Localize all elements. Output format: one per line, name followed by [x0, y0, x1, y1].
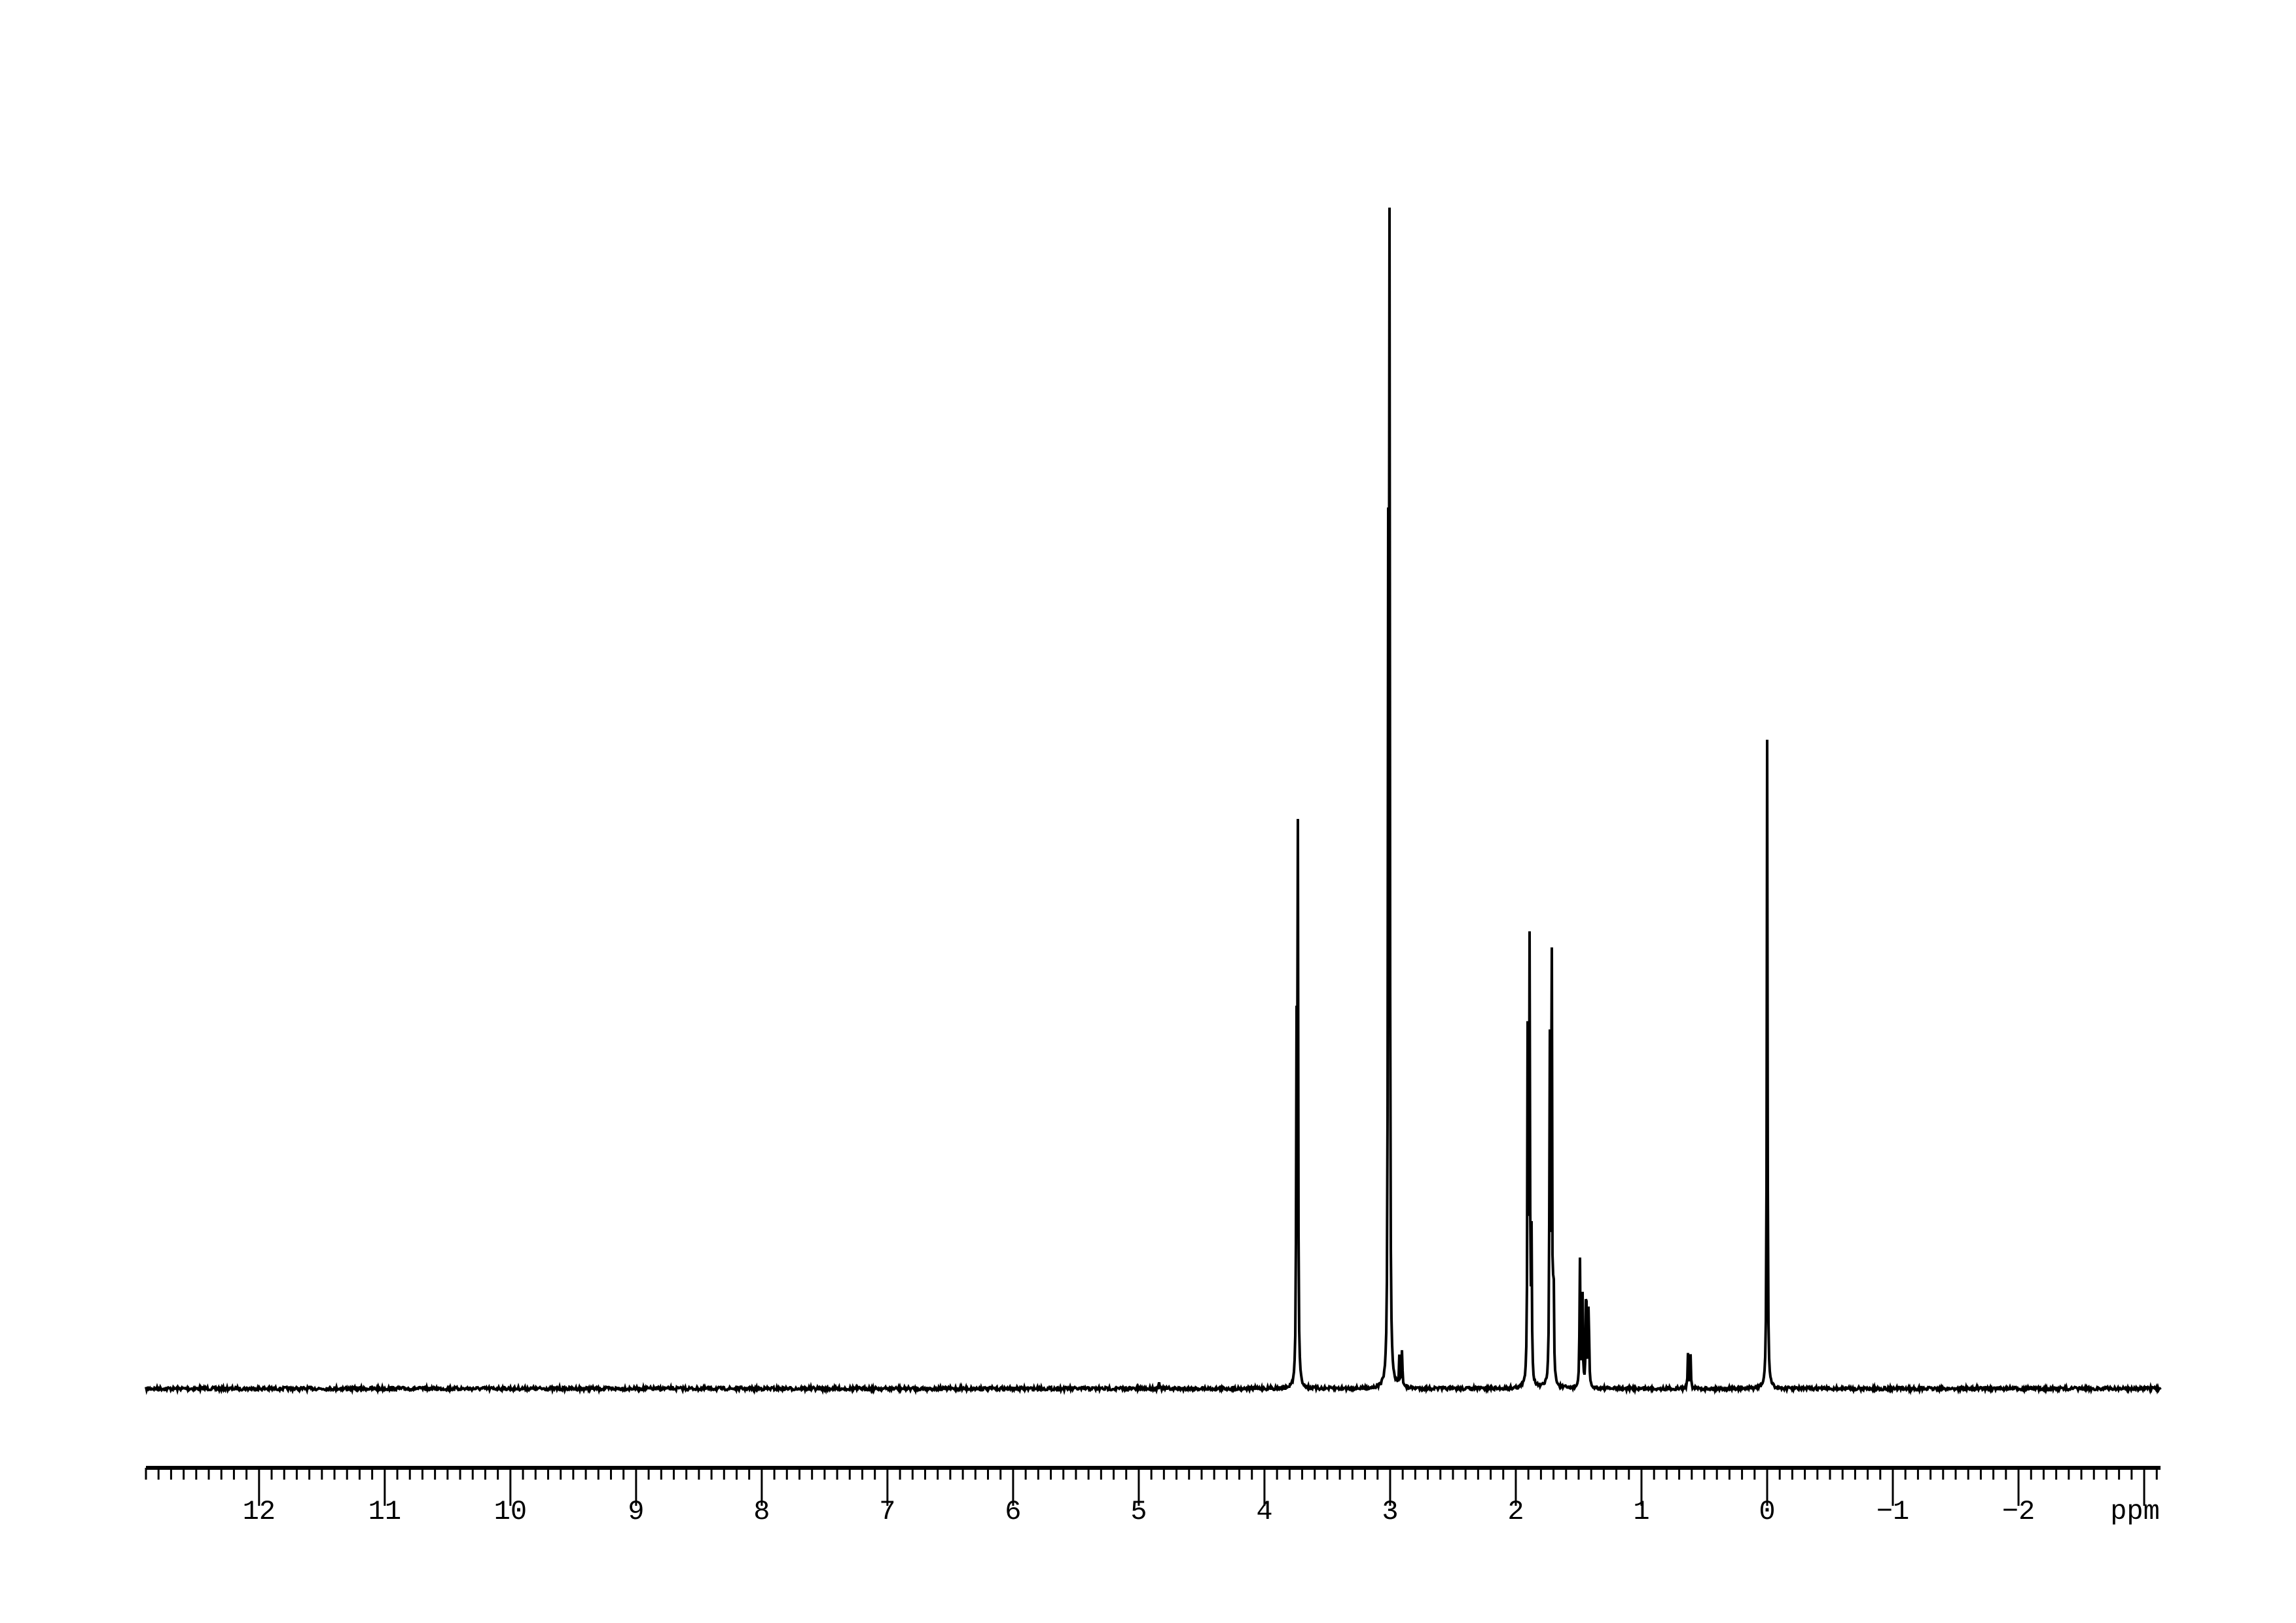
x-tick-label: 9	[628, 1496, 644, 1527]
spectrum-line	[145, 208, 2162, 1396]
x-tick-label: 8	[753, 1496, 770, 1527]
x-axis: 12 11 10 9 8 7 6 5 4 3 2 1 0 −1 −2 ppm	[145, 1466, 2161, 1527]
x-tick-label: 7	[879, 1496, 895, 1527]
x-axis-unit-label: ppm	[2110, 1496, 2160, 1527]
x-tick-label: −2	[2002, 1496, 2035, 1527]
x-tick-label: −1	[1876, 1496, 1909, 1527]
x-tick-label: 11	[368, 1496, 401, 1527]
x-tick-label: 6	[1005, 1496, 1021, 1527]
x-tick-label: 0	[1759, 1496, 1775, 1527]
x-tick-label: 4	[1256, 1496, 1272, 1527]
x-tick-label: 3	[1382, 1496, 1398, 1527]
x-tick-label: 12	[243, 1496, 276, 1527]
x-tick-label: 10	[494, 1496, 527, 1527]
x-tick-label: 5	[1130, 1496, 1147, 1527]
x-tick-label: 1	[1633, 1496, 1649, 1527]
x-tick-label: 2	[1507, 1496, 1524, 1527]
